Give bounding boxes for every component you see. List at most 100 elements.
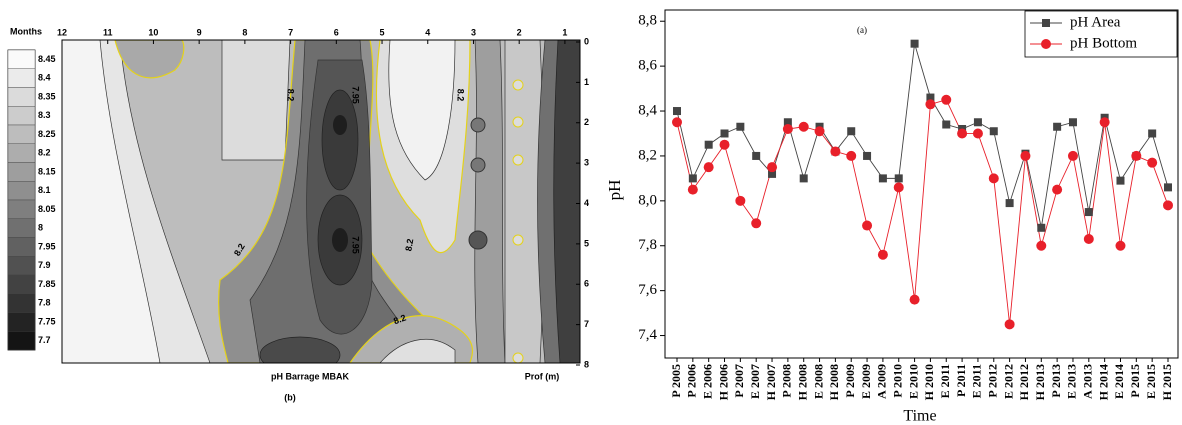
x-tick-label: P 2007 — [732, 364, 746, 398]
x-axis-label: pH Barrage MBAK — [271, 371, 350, 381]
x-tick-label: P 2015 — [1128, 364, 1142, 398]
x-tick-label: H 2006 — [716, 364, 730, 400]
y-tick-label: 8,0 — [638, 192, 657, 208]
colorbar-label: 8.25 — [38, 129, 56, 139]
x-tick-label: A 2013 — [1081, 364, 1095, 399]
x-tick-label: P 2011 — [954, 364, 968, 397]
x-tick-label: 9 — [197, 27, 202, 37]
colorbar-swatch — [7, 312, 36, 332]
marker — [989, 127, 998, 136]
x-tick-label: E 2013 — [1065, 364, 1079, 399]
marker — [736, 122, 745, 131]
x-tick-label: 7 — [288, 27, 293, 37]
marker — [1067, 150, 1078, 161]
marker — [751, 218, 762, 229]
x-tick-label: 12 — [57, 27, 67, 37]
x-tick-label: E 2011 — [938, 364, 952, 398]
colorbar-swatch — [7, 256, 36, 276]
colorbar-swatch — [7, 199, 36, 219]
colorbar-swatch — [7, 106, 36, 126]
colorbar-label: 8.45 — [38, 54, 56, 64]
series-line — [676, 99, 1169, 325]
legend-marker — [1041, 39, 1051, 49]
colorbar-swatch — [7, 293, 36, 313]
colorbar-swatch — [7, 49, 36, 69]
legend-box — [1024, 10, 1178, 58]
colorbar-swatch — [7, 143, 36, 163]
marker — [942, 120, 951, 129]
contour-label: 8.2 — [392, 313, 407, 327]
colorbar-swatch — [7, 162, 36, 182]
x-tick-label: P 2008 — [780, 364, 794, 398]
y-tick-label: 6 — [584, 279, 589, 289]
marker — [1036, 240, 1047, 251]
marker — [1053, 122, 1062, 131]
colorbar-label: 8.15 — [38, 166, 56, 176]
marker — [1147, 157, 1158, 168]
contour-label: 8.2 — [286, 89, 296, 102]
marker — [988, 173, 999, 184]
marker — [847, 127, 856, 136]
y-axis-label: pH — [605, 180, 624, 201]
marker — [1020, 150, 1031, 161]
marker — [672, 117, 682, 128]
x-tick-label: H 2014 — [1096, 364, 1110, 400]
marker — [1131, 150, 1142, 161]
x-axis-label: Time — [903, 408, 936, 425]
x-tick-label: E 2009 — [859, 364, 873, 399]
marker — [926, 93, 935, 102]
x-tick-label: 8 — [242, 27, 247, 37]
colorbar-label: 8.4 — [38, 73, 51, 83]
y-tick-label: 7,4 — [638, 327, 657, 343]
marker — [1084, 208, 1093, 217]
colorbar-swatch — [7, 68, 36, 88]
marker — [830, 146, 841, 157]
plot-frame — [61, 39, 581, 364]
marker — [719, 139, 730, 150]
contour-fill — [62, 40, 580, 363]
colorbar-label: 8.35 — [38, 91, 56, 101]
contour-label: 8.2 — [403, 238, 415, 252]
marker — [877, 249, 888, 260]
y-tick-label: 8,8 — [638, 13, 657, 29]
legend-marker — [1042, 19, 1050, 27]
panel-label: (a) — [857, 25, 867, 35]
x-tick-label: E 2015 — [1144, 364, 1158, 399]
marker — [673, 107, 681, 116]
x-tick-label: E 2011 — [970, 364, 984, 398]
y-tick-label: 5 — [584, 238, 589, 248]
marker — [1005, 199, 1014, 208]
line-panel: 7,47,67,88,08,28,48,68,8P 2005 P 2006 E 20… — [605, 9, 1179, 425]
y-tick-label: 3 — [584, 158, 589, 168]
colorbar-label: 7.8 — [38, 298, 51, 308]
y-tick-label: 1 — [584, 77, 589, 87]
marker — [814, 126, 825, 137]
marker — [704, 140, 713, 149]
x-tick-label: P 2012 — [986, 364, 1000, 398]
x-tick-label: A 2009 — [875, 364, 889, 399]
marker — [720, 129, 729, 138]
colorbar-label: 7.85 — [38, 279, 56, 289]
y-tick-label: 7,6 — [638, 282, 657, 298]
x-tick-label: 2 — [517, 27, 522, 37]
x-tick-label: P 2005 — [669, 364, 683, 398]
marker — [863, 151, 872, 160]
y-tick-label: 4 — [584, 198, 589, 208]
x-tick-label: E 2014 — [1112, 364, 1126, 399]
x-tick-label: H 2013 — [1033, 364, 1047, 400]
y-tick-label: 2 — [584, 117, 589, 127]
marker — [973, 118, 982, 127]
marker — [1004, 319, 1015, 330]
y-tick-label: 0 — [584, 36, 589, 46]
contour-label: 8.2 — [456, 89, 466, 102]
colorbar-label: 7.75 — [38, 316, 56, 326]
contour-label: 7.95 — [351, 86, 361, 104]
x-tick-label: H 2010 — [922, 364, 936, 400]
marker — [688, 174, 697, 183]
y-tick-label: 7 — [584, 319, 589, 329]
x-tick-label: E 2008 — [811, 364, 825, 399]
marker — [783, 118, 792, 127]
y-tick-label: 7,8 — [638, 237, 657, 253]
marker — [894, 174, 903, 183]
marker — [1148, 129, 1157, 138]
